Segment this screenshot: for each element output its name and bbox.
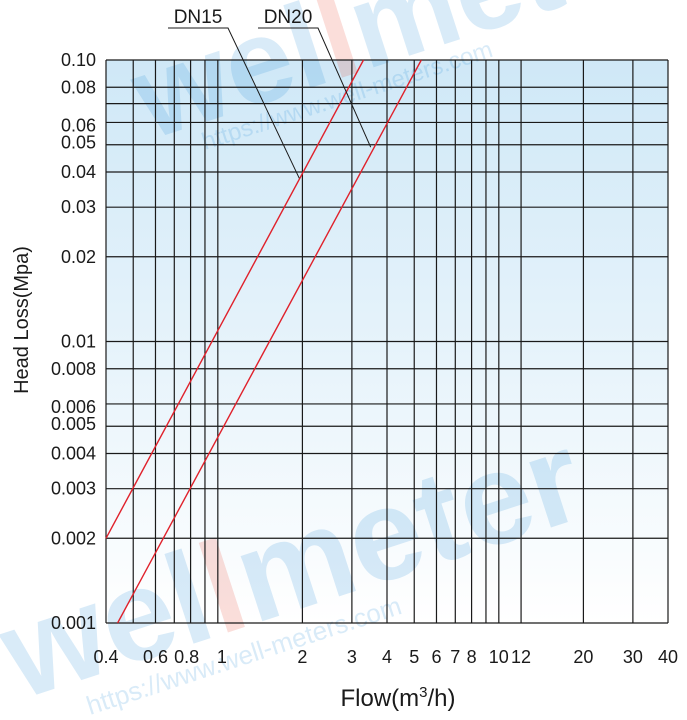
x-tick-label: 1 [217,647,227,667]
y-tick-label: 0.005 [51,414,96,434]
x-tick-label: 12 [511,647,531,667]
series-label-dn20: DN20 [264,7,313,28]
y-axis-label: Head Loss(Mpa) [11,246,33,394]
series-line-dn15 [105,59,365,539]
y-tick-label: 0.08 [61,77,96,97]
y-tick-label: 0.02 [61,247,96,267]
y-tick-label: 0.006 [51,397,96,417]
x-axis-label: Flow(m3/h) [340,684,455,712]
y-tick-label: 0.008 [51,359,96,379]
x-tick-label: 4 [382,647,392,667]
y-tick-label: 0.04 [61,162,96,182]
series-label-dn15: DN15 [174,7,223,28]
x-tick-label: 2 [297,647,307,667]
x-tick-labels: 0.4 0.6 0.8 1 2 3 4 5 6 7 8 10 12 20 30 40 [93,647,678,667]
x-tick-label: 40 [658,647,678,667]
x-tick-label: 6 [431,647,441,667]
series-leader-lines [168,27,372,179]
x-tick-label: 8 [467,647,477,667]
y-tick-labels: 0.10 0.08 0.060.05 0.04 0.03 0.02 0.01 0.008 0.0… [51,50,96,633]
x-tick-label: 3 [347,647,357,667]
y-tick-label: 0.001 [51,613,96,633]
x-tick-label: 7 [450,647,460,667]
x-tick-label: 20 [573,647,593,667]
y-tick-label: 0.004 [51,444,96,464]
y-tick-label: 0.01 [61,332,96,352]
x-tick-label: 0.8 [174,647,199,667]
x-tick-label: 10 [489,647,509,667]
y-tick-label: 0.06 [61,115,96,135]
y-tick-label: 0.03 [61,197,96,217]
series-line-dn20 [116,59,422,624]
y-tick-label: 0.05 [61,133,96,153]
horizontal-gridlines [106,59,668,624]
y-tick-label: 0.003 [51,479,96,499]
x-tick-label: 0.4 [93,647,118,667]
series-lines [105,59,422,624]
x-axis-label-superscript: 3 [419,684,427,701]
y-tick-label: 0.002 [51,528,96,548]
leader-line-dn15 [168,27,300,179]
series-labels: DN15 DN20 [174,7,313,28]
x-tick-label: 5 [409,647,419,667]
y-tick-label: 0.10 [61,50,96,70]
x-axis-label-tail: /h) [427,685,455,712]
x-tick-label: 0.6 [143,647,168,667]
leader-line-dn20 [258,27,372,148]
x-tick-label: 30 [623,647,643,667]
